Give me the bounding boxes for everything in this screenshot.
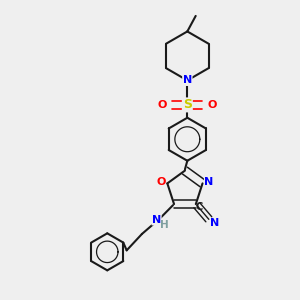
Text: O: O [208,100,217,110]
Text: N: N [210,218,219,228]
Text: C: C [196,202,203,212]
Text: O: O [158,100,167,110]
Text: H: H [160,220,169,230]
Text: N: N [152,215,161,225]
Text: O: O [156,177,165,187]
Text: N: N [183,75,192,85]
Text: N: N [205,177,214,187]
Text: S: S [183,98,192,111]
